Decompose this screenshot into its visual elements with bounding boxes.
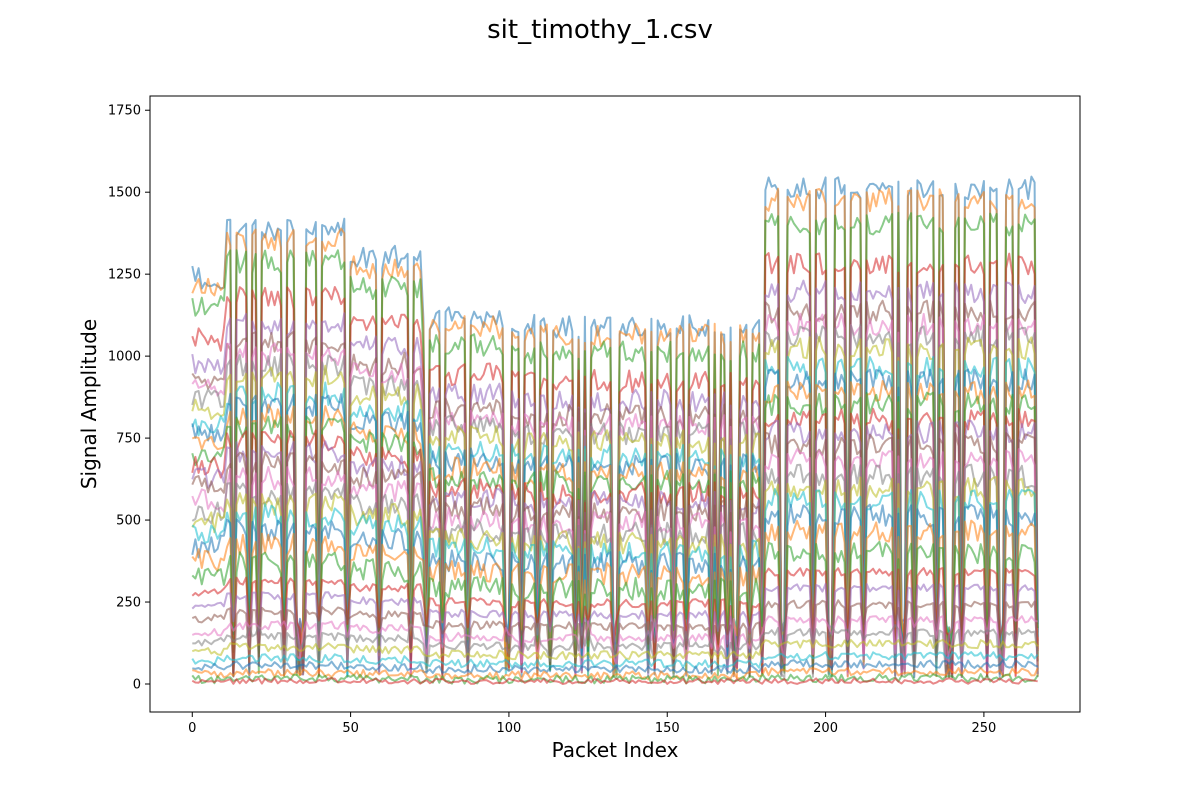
y-tick-label: 1250 (108, 268, 141, 283)
y-tick-label: 750 (116, 432, 141, 447)
x-axis-label: Packet Index (552, 738, 679, 762)
x-tick-label: 250 (971, 721, 996, 736)
y-tick-label: 0 (133, 678, 141, 693)
series-line (191, 677, 1038, 685)
x-tick-label: 200 (813, 721, 838, 736)
x-axis: 0 50 100 150 200 250 (188, 712, 996, 736)
x-tick-label: 0 (188, 721, 196, 736)
y-tick-label: 250 (116, 596, 141, 611)
x-tick-label: 50 (342, 721, 359, 736)
series-line (191, 639, 1039, 661)
y-tick-label: 1500 (108, 186, 141, 201)
series-line (191, 651, 1039, 669)
series-line (192, 659, 1039, 675)
series-line (191, 615, 1039, 673)
x-tick-label: 150 (655, 721, 680, 736)
plot-area (150, 96, 1080, 712)
y-axis-label: Signal Amplitude (77, 319, 101, 489)
y-axis: 0 250 500 750 1000 1250 1500 1750 (108, 104, 150, 693)
y-tick-label: 1000 (108, 350, 141, 365)
y-tick-label: 500 (116, 514, 141, 529)
chart-title: sit_timothy_1.csv (487, 15, 713, 45)
series-line (192, 666, 1039, 681)
plot-frame (149, 95, 1081, 713)
x-tick-label: 100 (497, 721, 522, 736)
series-line (192, 618, 1039, 678)
series-group (191, 175, 1039, 685)
y-tick-label: 1750 (108, 104, 141, 119)
